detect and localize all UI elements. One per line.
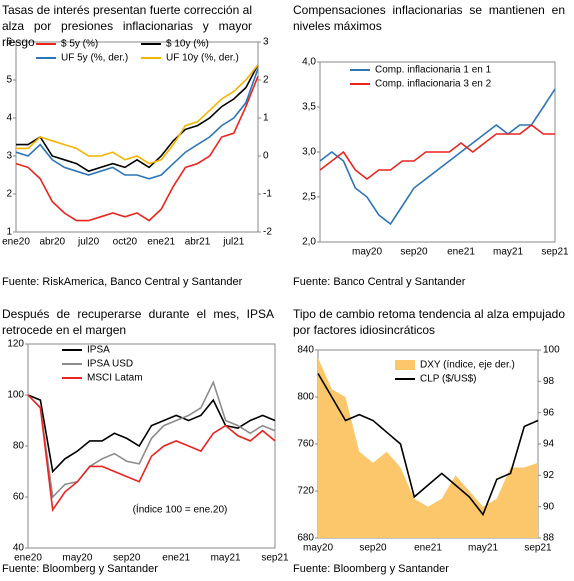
legend-label: UF 5y (%, der.) bbox=[61, 53, 128, 64]
line bbox=[27, 394, 276, 512]
y-tick-label: 3 bbox=[6, 151, 12, 162]
legend-swatch bbox=[395, 360, 415, 370]
y2-tick-label: 100 bbox=[543, 345, 560, 356]
x-tick-label: may20 bbox=[303, 543, 333, 554]
y-tick-label: 680 bbox=[297, 533, 314, 544]
chart-title: Después de recuperarse durante el mes, I… bbox=[2, 307, 274, 337]
x-tick-label: sep21 bbox=[524, 543, 552, 554]
source-note: Fuente: RiskAmerica, Banco Central y San… bbox=[2, 276, 243, 288]
x-tick-label: sep21 bbox=[541, 247, 569, 258]
y-tick-label: 840 bbox=[297, 345, 314, 356]
x-tick-label: may21 bbox=[468, 543, 498, 554]
x-tick-label: jul20 bbox=[77, 237, 100, 248]
x-tick-label: ene21 bbox=[147, 237, 175, 248]
x-tick-label: sep20 bbox=[400, 247, 428, 258]
line bbox=[317, 373, 539, 517]
y2-tick-label: 0 bbox=[263, 151, 269, 162]
source-note: Fuente: Bloomberg y Santander bbox=[2, 563, 158, 575]
x-tick-label: ene20 bbox=[2, 237, 30, 248]
y2-tick-label: 1 bbox=[263, 113, 269, 124]
line bbox=[15, 75, 259, 222]
y-tick-label: 4,0 bbox=[302, 57, 316, 68]
x-tick-label: oct20 bbox=[113, 237, 138, 248]
line bbox=[319, 123, 555, 181]
y-tick-label: 4 bbox=[6, 113, 12, 124]
line bbox=[16, 64, 259, 165]
x-tick-label: ene21 bbox=[162, 553, 190, 564]
legend-label: MSCI Latam bbox=[87, 373, 143, 384]
legend-label: UF 10y (%, der.) bbox=[166, 53, 239, 64]
y-tick-label: 720 bbox=[297, 486, 314, 497]
y2-tick-label: -2 bbox=[263, 227, 272, 238]
y2-tick-label: 94 bbox=[543, 439, 555, 450]
legend-label: IPSA USD bbox=[87, 359, 133, 370]
y-tick-label: 120 bbox=[7, 339, 24, 350]
x-tick-label: sep21 bbox=[261, 553, 289, 564]
legend-label: $ 5y (%) bbox=[61, 39, 98, 50]
y-tick-label: 800 bbox=[297, 392, 314, 403]
legend-label: $ 10y (%) bbox=[166, 39, 209, 50]
chart-title: Compensaciones inflacionarias se mantien… bbox=[293, 3, 565, 33]
area bbox=[318, 357, 538, 538]
y-tick-label: 3,5 bbox=[302, 102, 316, 113]
legend-label: Comp. inflacionaria 1 en 1 bbox=[375, 65, 492, 76]
plot-frame bbox=[15, 41, 259, 233]
y2-tick-label: 96 bbox=[543, 407, 555, 418]
source-note: Fuente: Banco Central y Santander bbox=[293, 276, 466, 288]
line bbox=[15, 68, 259, 180]
x-tick-label: abr21 bbox=[185, 237, 211, 248]
x-tick-label: ene20 bbox=[14, 553, 42, 564]
legend-label: IPSA bbox=[87, 345, 110, 356]
y2-tick-label: 88 bbox=[543, 533, 555, 544]
y-tick-label: 2,5 bbox=[302, 192, 316, 203]
source-note: Fuente: Bloomberg y Santander bbox=[293, 563, 449, 575]
y2-tick-label: 98 bbox=[543, 376, 555, 387]
y-tick-label: 2,0 bbox=[302, 237, 316, 248]
legend-label: Comp. inflacionaria 3 en 2 bbox=[375, 79, 492, 90]
y-tick-label: 1 bbox=[6, 227, 12, 238]
y2-tick-label: 3 bbox=[263, 37, 269, 48]
x-tick-label: jul21 bbox=[222, 237, 245, 248]
legend-label: CLP ($/US$) bbox=[420, 374, 477, 385]
x-tick-label: sep20 bbox=[359, 543, 387, 554]
annotation: (Índice 100 = ene.20) bbox=[133, 503, 228, 516]
x-tick-label: may21 bbox=[211, 553, 241, 564]
line bbox=[319, 88, 556, 226]
y2-tick-label: 2 bbox=[263, 75, 269, 86]
x-tick-label: sep20 bbox=[113, 553, 141, 564]
y-tick-label: 6 bbox=[6, 37, 12, 48]
x-tick-label: abr20 bbox=[40, 237, 66, 248]
chart-title: Tasas de interés presentan fuerte correc… bbox=[2, 3, 252, 49]
legend-label: DXY (índice, eje der.) bbox=[420, 360, 515, 371]
y-tick-label: 5 bbox=[6, 75, 12, 86]
y-tick-label: 100 bbox=[7, 390, 24, 401]
y2-tick-label: 90 bbox=[543, 501, 555, 512]
y-tick-label: 60 bbox=[13, 492, 25, 503]
y2-tick-label: -1 bbox=[263, 189, 272, 200]
x-tick-label: may21 bbox=[493, 247, 523, 258]
x-tick-label: ene21 bbox=[447, 247, 475, 258]
line bbox=[27, 394, 276, 474]
x-tick-label: may20 bbox=[352, 247, 382, 258]
y-tick-label: 80 bbox=[13, 441, 25, 452]
y-tick-label: 2 bbox=[6, 189, 12, 200]
y-tick-label: 40 bbox=[13, 543, 25, 554]
x-tick-label: may20 bbox=[62, 553, 92, 564]
y-tick-label: 760 bbox=[297, 439, 314, 450]
plot-frame bbox=[27, 343, 276, 549]
y2-tick-label: 92 bbox=[543, 470, 555, 481]
x-tick-label: ene21 bbox=[414, 543, 442, 554]
line bbox=[16, 64, 259, 173]
y-tick-label: 3,0 bbox=[302, 147, 316, 158]
line bbox=[27, 380, 276, 499]
chart-title: Tipo de cambio retoma tendencia al alza … bbox=[293, 307, 565, 337]
